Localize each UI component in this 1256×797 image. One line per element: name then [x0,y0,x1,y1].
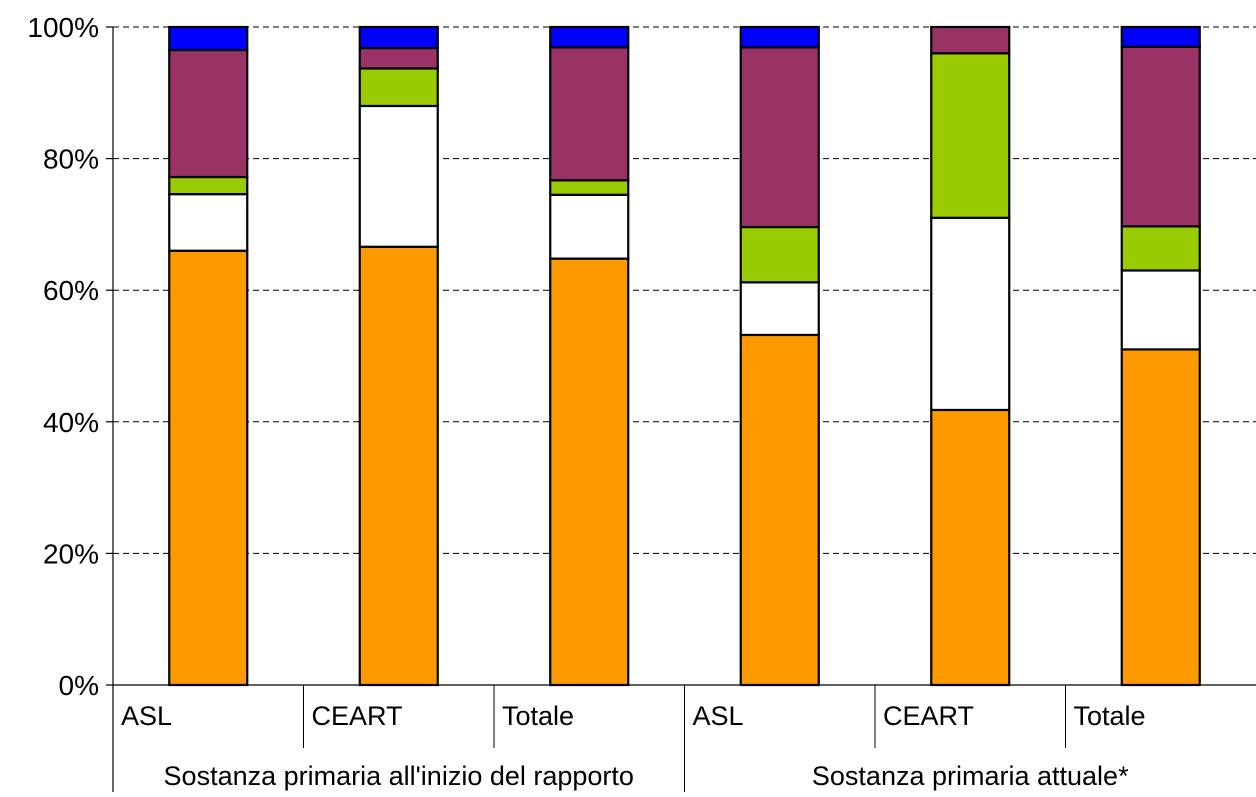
bar-segment-series-1-cat-4 [930,216,1011,412]
y-tick-label: 0% [59,670,99,701]
bar-segment-series-3-cat-2 [549,46,630,182]
y-tick-label: 20% [43,538,99,569]
bar-segment-series-1-cat-3 [739,281,820,337]
bar-segment-series-0-cat-1 [358,245,439,687]
y-tick-label: 80% [43,144,99,175]
bar-segment-series-4-cat-0 [168,25,249,52]
bar-segment-series-3-cat-4 [930,25,1011,55]
x-group-label: Sostanza primaria attuale* [812,761,1129,791]
x-category-label: CEART [312,701,403,731]
bar-segment-series-0-cat-2 [549,257,630,687]
bar-segment-series-2-cat-0 [168,175,249,196]
bar-segment-series-2-cat-1 [358,67,439,108]
bar-segment-series-0-cat-3 [739,333,820,687]
bar-segment-series-0-cat-5 [1120,348,1201,687]
y-tick-labels: 0% 20% 40% 60% 80% 100% [27,12,99,701]
bar-segment-series-1-cat-0 [168,193,249,252]
x-group-labels: Sostanza primaria all'inizio del rapport… [164,761,1130,791]
bar-segment-series-4-cat-5 [1120,25,1201,48]
x-category-label: Totale [502,701,574,731]
y-tick-label: 100% [27,12,99,43]
bar-segment-series-3-cat-3 [739,46,820,229]
bar-stacks [168,25,1201,687]
bar-segment-series-1-cat-2 [549,193,630,260]
bar-segment-series-2-cat-4 [930,52,1011,219]
x-category-labels: ASL CEART Totale ASL CEART Totale [121,701,1146,731]
bar-segment-series-4-cat-1 [358,25,439,50]
x-category-label: ASL [693,701,744,731]
axes [106,26,1256,792]
x-category-label: Totale [1074,701,1146,731]
bar-segment-series-2-cat-5 [1120,225,1201,272]
y-tick-label: 60% [43,275,99,306]
bar-segment-series-0-cat-4 [930,408,1011,687]
bar-segment-series-1-cat-5 [1120,269,1201,351]
bar-segment-series-3-cat-1 [358,46,439,70]
gridlines [113,26,1256,554]
bar-segment-series-2-cat-3 [739,225,820,284]
x-category-label: CEART [883,701,974,731]
bar-segment-series-4-cat-2 [549,25,630,49]
bar-segment-series-2-cat-2 [549,179,630,196]
bar-segment-series-3-cat-0 [168,48,249,179]
y-tick-label: 40% [43,407,99,438]
x-group-label: Sostanza primaria all'inizio del rapport… [164,761,634,791]
bar-segment-series-0-cat-0 [168,249,249,687]
bar-segment-series-1-cat-1 [358,104,439,248]
bar-segment-series-3-cat-5 [1120,45,1201,228]
x-category-label: ASL [121,701,172,731]
bar-segment-series-4-cat-3 [739,25,820,49]
